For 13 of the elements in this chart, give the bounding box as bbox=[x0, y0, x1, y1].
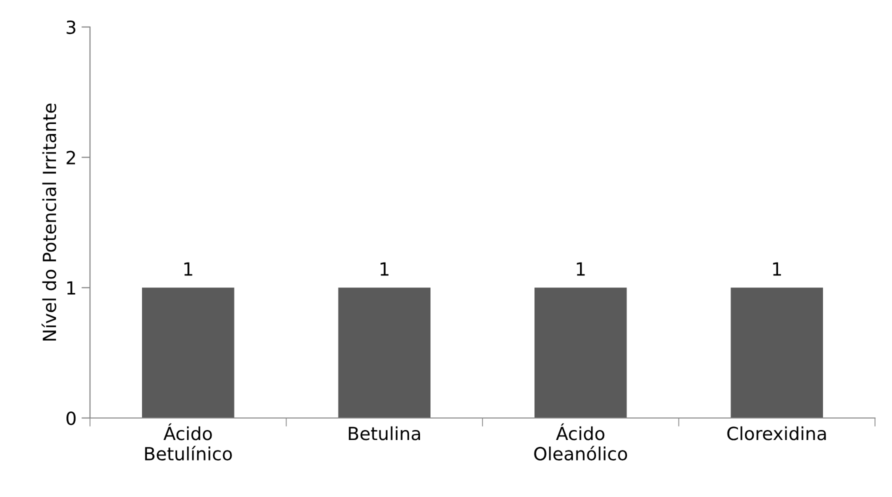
y-tick-label: 3 bbox=[66, 20, 76, 34]
y-axis-title: Nível do Potencial Irritante bbox=[42, 104, 56, 341]
y-tick-label: 1 bbox=[67, 281, 76, 295]
x-tick-label: Betulina bbox=[348, 426, 420, 440]
y-tick-label: 0 bbox=[66, 411, 76, 426]
x-tick-label: Clorexidina bbox=[727, 426, 826, 440]
data-label: 1 bbox=[184, 262, 192, 276]
data-label: 1 bbox=[576, 262, 585, 276]
data-label: 1 bbox=[773, 262, 781, 276]
y-tick-label: 2 bbox=[66, 150, 75, 164]
data-label: 1 bbox=[380, 262, 388, 276]
x-tick-label: Ácido Betulínico bbox=[145, 423, 232, 461]
x-tick-label: Ácido Oleanólico bbox=[534, 423, 628, 461]
